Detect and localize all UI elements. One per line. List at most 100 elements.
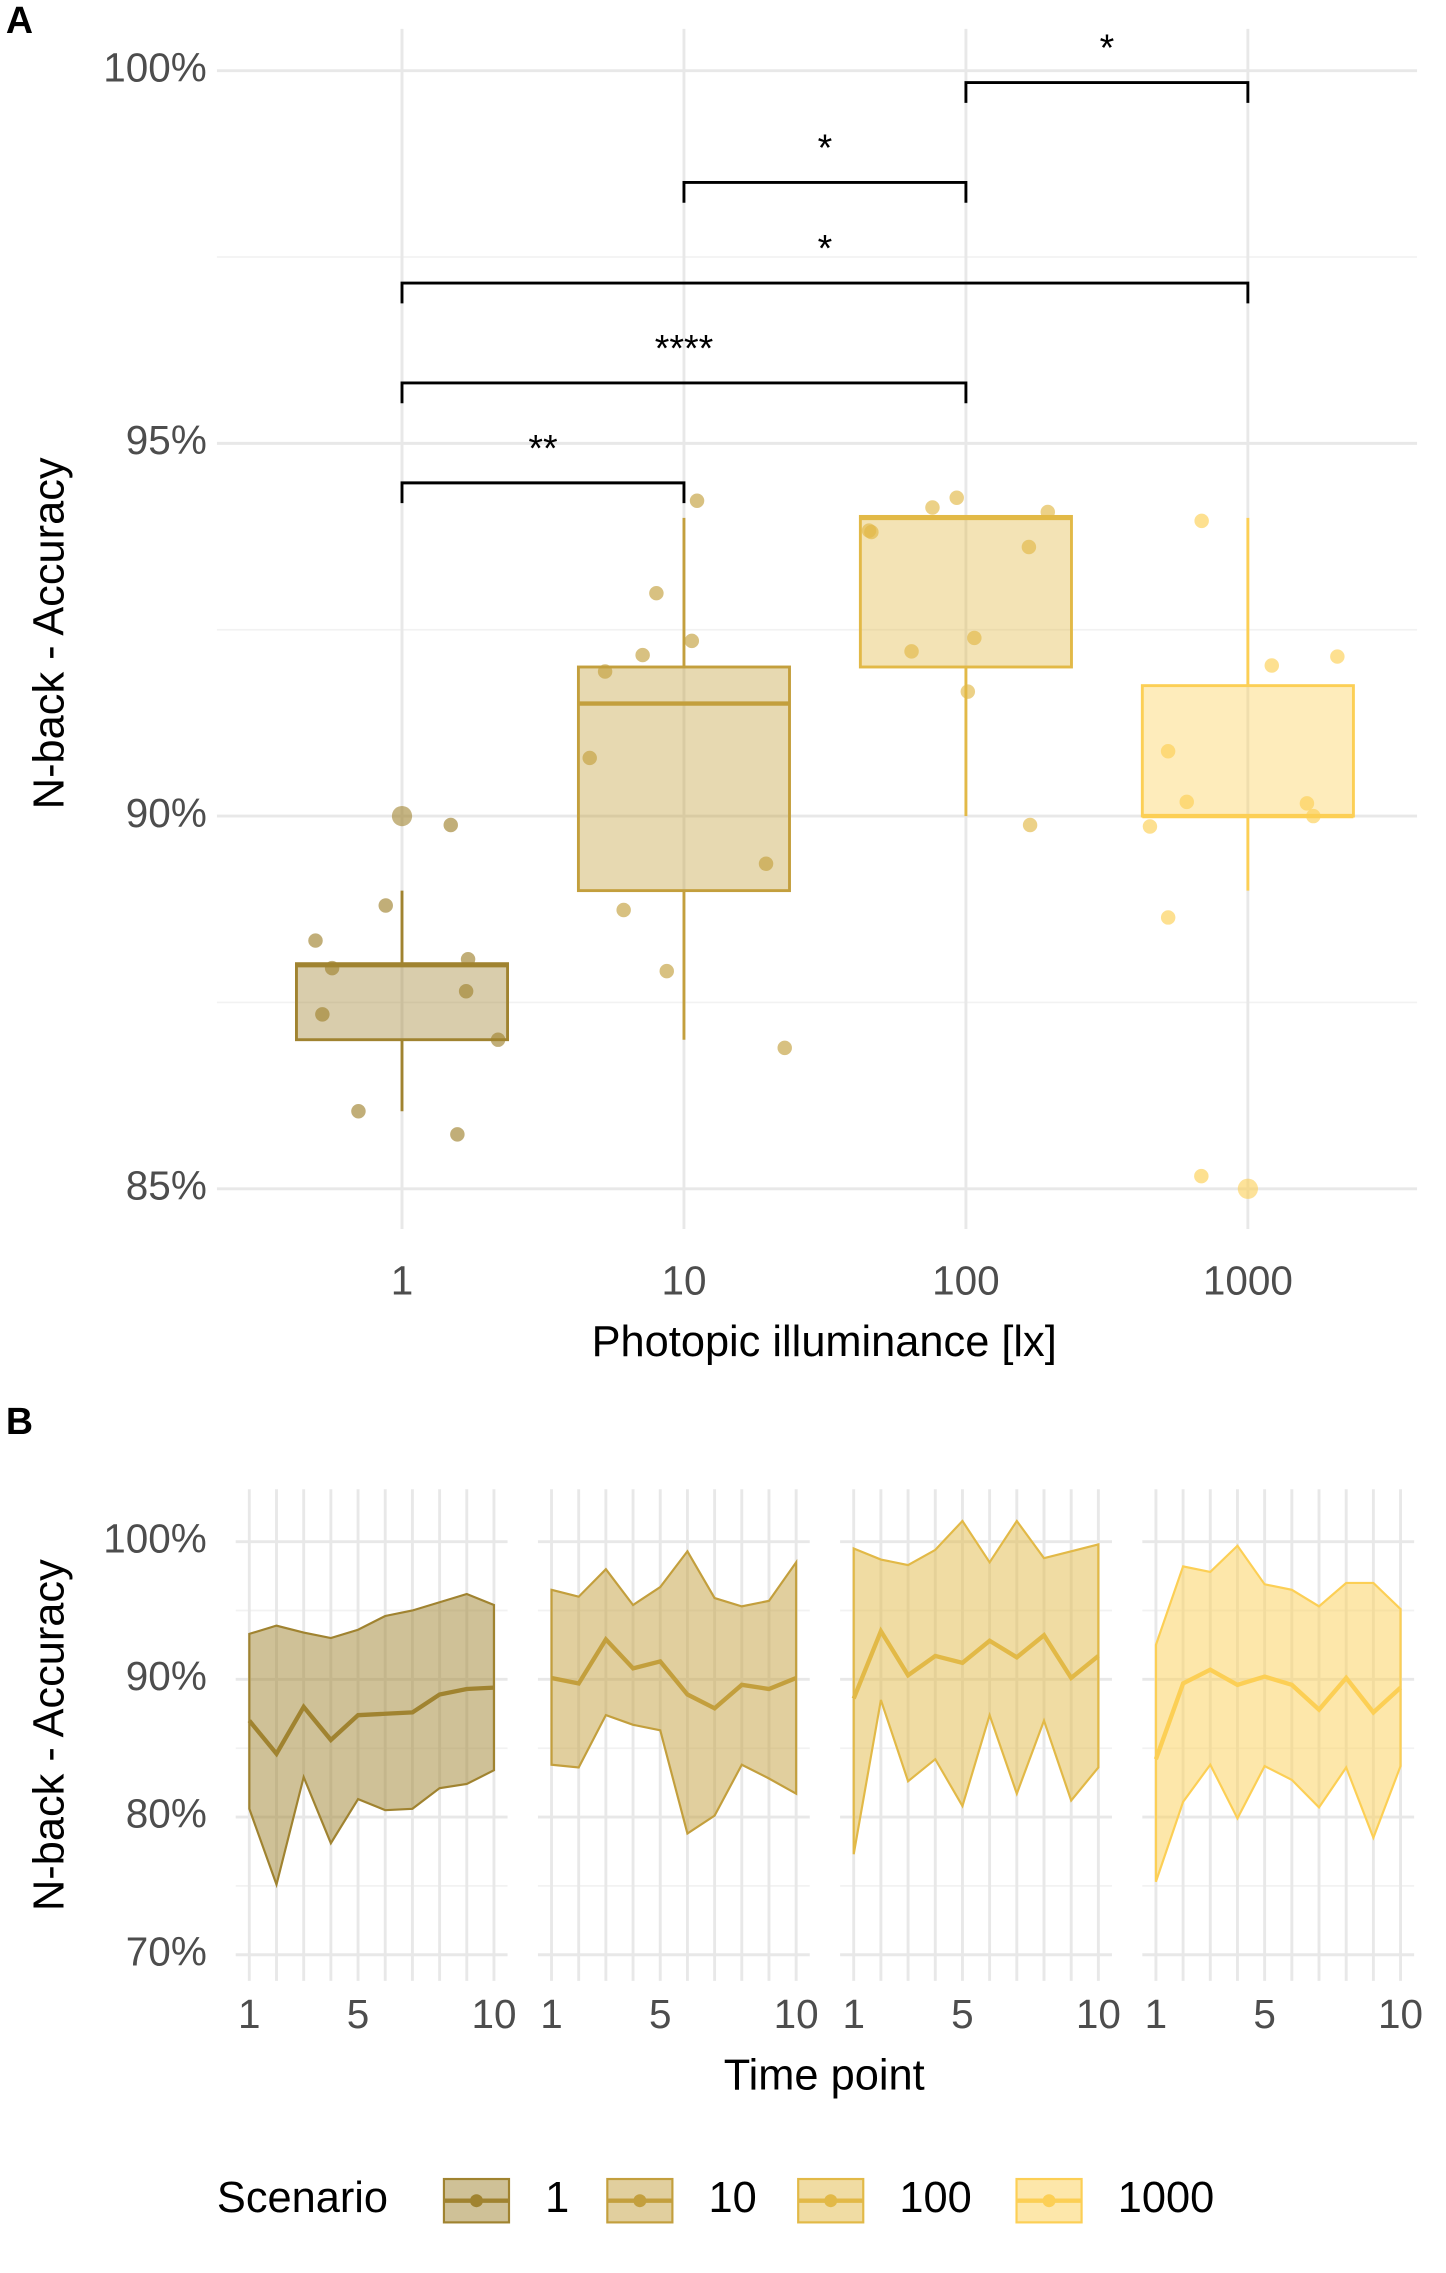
y-tick-label: 90%: [126, 790, 207, 836]
x-tick-label: 1: [391, 1258, 414, 1304]
point: [925, 500, 940, 515]
point: [443, 817, 458, 833]
y-tick-label: 95%: [126, 417, 207, 463]
point: [490, 1032, 506, 1047]
point: [1194, 513, 1209, 529]
x-tick-label: 10: [1076, 1991, 1121, 2037]
panel-label: B: [6, 1400, 33, 1442]
legend-dot: [824, 2194, 838, 2208]
x-tick-label: 1: [1145, 1991, 1168, 2037]
ribbon: [248, 1592, 496, 1889]
y-axis-title: N-back - Accuracy: [26, 457, 74, 809]
x-tick-label: 5: [347, 1991, 370, 2037]
significance-label: **: [528, 427, 558, 469]
box: [1140, 684, 1355, 818]
point: [777, 1040, 792, 1056]
point: [960, 684, 976, 699]
point: [1160, 743, 1176, 759]
point: [315, 1007, 330, 1022]
point: [635, 647, 650, 663]
ribbon: [550, 1549, 798, 1836]
point: [1160, 910, 1176, 925]
legend-dot: [633, 2194, 647, 2208]
outlier: [1237, 1178, 1258, 1199]
x-tick-label: 1: [842, 1991, 865, 2037]
significance-bracket: [964, 81, 1250, 103]
significance-bracket: [400, 381, 968, 404]
point: [616, 902, 631, 918]
point: [689, 493, 705, 508]
y-tick-label: 100%: [103, 1515, 207, 1561]
ribbon: [852, 1519, 1100, 1855]
x-tick-label: 1: [540, 1991, 563, 2037]
point: [1299, 796, 1315, 811]
significance-label: *: [818, 227, 833, 269]
legend-label: 1: [545, 2174, 569, 2222]
legend-dot: [469, 2194, 483, 2208]
point: [1179, 794, 1194, 810]
y-tick-label: 100%: [103, 44, 207, 90]
legend-label: 1000: [1118, 2174, 1214, 2222]
point: [967, 630, 982, 646]
point: [324, 960, 340, 976]
point: [308, 933, 323, 948]
point: [1040, 504, 1056, 520]
x-tick-label: 1000: [1203, 1258, 1293, 1304]
x-tick-label: 5: [1253, 1991, 1276, 2037]
box: [858, 514, 1073, 669]
point: [378, 898, 393, 913]
x-tick-label: 5: [951, 1991, 974, 2037]
x-axis-title: Photopic illuminance [lx]: [592, 1318, 1057, 1366]
point: [1306, 808, 1321, 824]
x-tick-label: 10: [1378, 1991, 1423, 2037]
point: [1022, 817, 1038, 833]
point: [450, 1127, 465, 1142]
point: [1194, 1168, 1209, 1184]
mean-line: [551, 1635, 797, 1711]
x-tick-label: 10: [471, 1991, 516, 2037]
point: [684, 633, 700, 649]
x-tick-label: 100: [932, 1258, 1000, 1304]
point: [1142, 819, 1158, 834]
mean-line: [1153, 1667, 1403, 1760]
point: [1264, 658, 1280, 673]
significance-bracket: [400, 281, 1250, 304]
outlier: [391, 805, 413, 827]
y-tick-label: 70%: [126, 1928, 207, 1974]
point: [659, 963, 674, 979]
point: [351, 1104, 366, 1119]
significance-bracket: [400, 481, 686, 504]
legend-label: 100: [899, 2174, 971, 2222]
x-tick-label: 5: [649, 1991, 672, 2037]
point: [460, 951, 476, 967]
significance-label: *: [818, 127, 833, 169]
point: [458, 984, 474, 999]
legend-label: 10: [709, 2174, 757, 2222]
x-tick-label: 10: [661, 1258, 706, 1304]
point: [582, 750, 597, 766]
legend-title: Scenario: [217, 2174, 388, 2222]
point: [949, 490, 964, 506]
point: [1330, 649, 1345, 664]
legend-dot: [1042, 2194, 1056, 2208]
point: [904, 644, 919, 659]
mean-line: [247, 1685, 495, 1758]
significance-label: ****: [655, 327, 714, 369]
y-tick-label: 80%: [126, 1791, 207, 1837]
point: [597, 664, 613, 679]
y-tick-label: 90%: [126, 1653, 207, 1699]
box: [295, 962, 510, 1042]
significance-bracket: [682, 181, 968, 203]
point: [649, 585, 664, 601]
mean-line: [851, 1626, 1100, 1700]
point: [861, 523, 877, 538]
ribbon: [1154, 1544, 1402, 1883]
box: [576, 665, 791, 893]
point: [758, 856, 774, 872]
x-axis-title: Time point: [724, 2051, 925, 2099]
x-tick-label: 10: [774, 1991, 819, 2037]
y-tick-label: 85%: [126, 1162, 207, 1208]
panel-label: A: [6, 0, 33, 41]
significance-label: *: [1100, 27, 1115, 69]
